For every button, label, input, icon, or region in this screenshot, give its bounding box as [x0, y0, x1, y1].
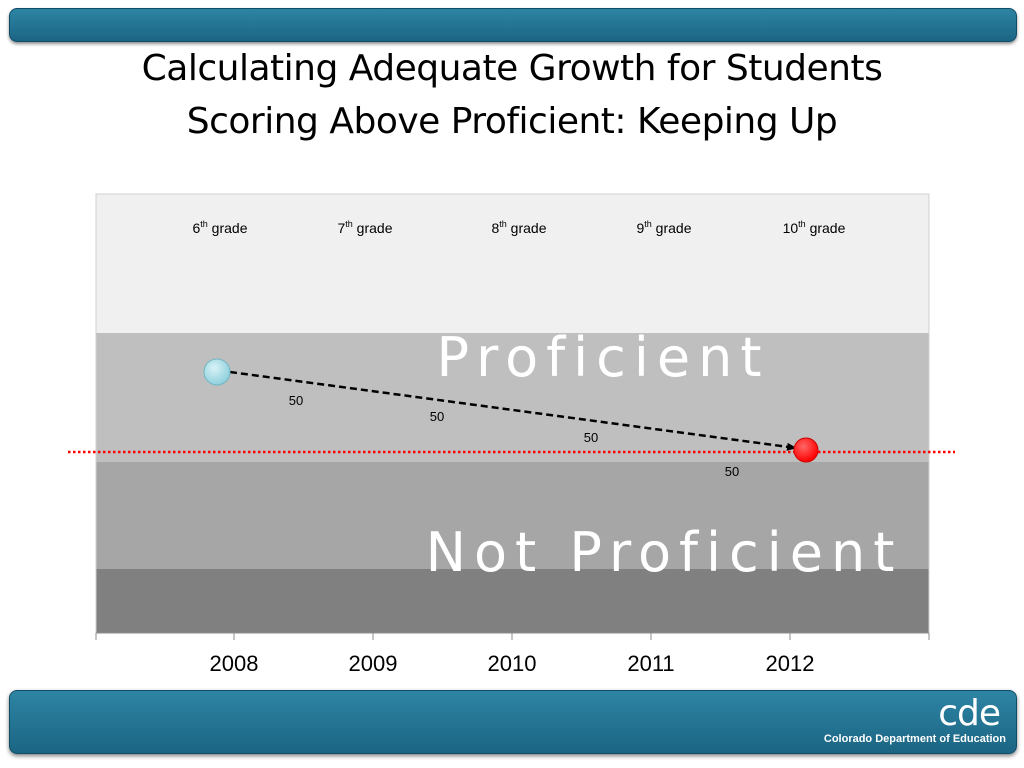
growth-chart: Proficient Not Proficient 2008 2009 2010 2011…: [68, 193, 955, 676]
band-lower: [96, 569, 929, 633]
cde-logo-mark: cde: [938, 693, 1001, 734]
x-tick-label-2011: 2011: [627, 651, 674, 676]
band-proficient: [96, 333, 929, 462]
top-banner-bar: [9, 8, 1017, 42]
grade-label: 9th grade: [636, 219, 691, 236]
x-tick-label-2012: 2012: [766, 651, 815, 676]
bottom-banner-bar: cde Colorado Department of Education: [9, 690, 1017, 754]
growth-path-arrow: [229, 370, 797, 451]
slide-title: Calculating Adequate Growth for Students…: [60, 42, 964, 148]
grade-label: 10th grade: [783, 219, 846, 236]
band-label-proficient: Proficient: [437, 326, 770, 389]
grade-label: 8th grade: [491, 219, 546, 236]
slide-title-line-1: Calculating Adequate Growth for Students: [141, 48, 883, 89]
grade-label: 7th grade: [337, 219, 392, 236]
x-tick-label-2010: 2010: [488, 651, 537, 676]
start-point-2008: [203, 358, 231, 386]
cde-logo-text: Colorado Department of Education: [823, 733, 1006, 745]
band-label-not-proficient: Not Proficient: [426, 521, 903, 584]
growth-percentile-label: 50: [430, 409, 444, 424]
growth-percentile-label: 50: [584, 430, 598, 445]
end-point-2012: [793, 437, 819, 463]
band-upper: [96, 194, 929, 333]
grade-label: 6th grade: [192, 219, 247, 236]
x-tick-label-2009: 2009: [349, 651, 398, 676]
x-tick-label-2008: 2008: [210, 651, 259, 676]
growth-percentile-label: 50: [289, 393, 303, 408]
growth-percentile-label: 50: [725, 464, 739, 479]
slide-title-line-2: Scoring Above Proficient: Keeping Up: [186, 101, 838, 142]
band-not-proficient: [96, 462, 929, 569]
